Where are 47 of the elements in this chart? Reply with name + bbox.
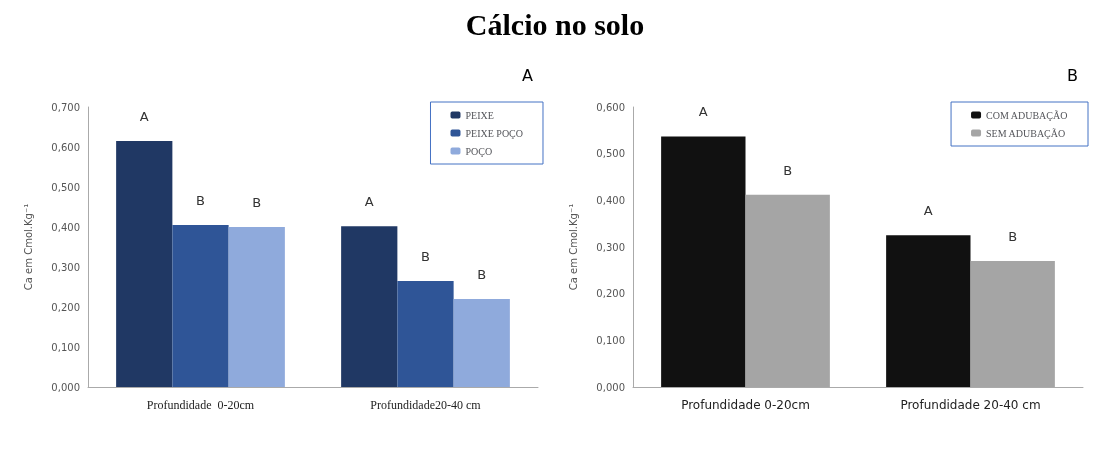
x-tick-label: Profundidade 0-20cm [146,398,255,412]
y-tick-label: 0,500 [596,148,625,160]
bar [397,281,454,387]
data-label: B [1008,229,1018,244]
x-tick-label: Profundidade 20-40 cm [900,398,1041,412]
y-tick-label: 0,000 [596,381,625,393]
legend-label: COM ADUBAÇÃO [986,109,1068,121]
data-label: B [477,267,487,282]
legend-label: PEIXE [465,109,494,121]
data-label: A [139,109,149,124]
y-tick-label: 0,500 [51,181,80,193]
data-label: B [783,162,793,178]
legend-label: PEIXE POÇO [465,127,524,139]
y-tick-label: 0,700 [51,101,80,113]
chart-subtitle: A [522,65,534,85]
y-axis-title: Ca em Cmol.Kg⁻¹ [22,203,34,291]
y-tick-label: 0,200 [51,301,80,313]
chart-title: Cálcio no solo [464,8,646,42]
y-axis-title: Ca em Cmol.Kg⁻¹ [567,203,579,291]
y-tick-label: 0,300 [596,241,625,253]
bar [172,225,229,387]
legend-label: SEM ADUBAÇÃO [986,127,1066,139]
chart-subtitle: B [1067,65,1079,85]
y-tick-label: 0,100 [51,341,80,353]
legend-label: POÇO [465,145,493,157]
bar [453,299,510,387]
bar [228,227,285,387]
y-tick-label: 0,300 [51,261,80,273]
x-tick-label: Profundidade 0-20cm [681,398,810,412]
y-tick-label: 0,200 [596,288,625,300]
data-label: A [923,203,933,219]
bar [886,235,971,387]
bar [661,136,746,387]
bar [116,141,173,387]
data-label: B [252,195,262,210]
y-tick-label: 0,100 [596,334,625,346]
bar [341,226,398,387]
data-label: B [421,249,430,264]
y-tick-label: 0,600 [51,141,80,153]
y-tick-label: 0,600 [596,101,625,113]
data-label: A [698,104,708,120]
y-tick-label: 0,400 [51,221,80,233]
x-tick-label: Profundidade20-40 cm [370,398,482,412]
y-tick-label: 0,400 [596,194,625,206]
data-label: B [196,193,205,208]
data-label: A [364,194,374,210]
y-tick-label: 0,000 [51,381,80,393]
